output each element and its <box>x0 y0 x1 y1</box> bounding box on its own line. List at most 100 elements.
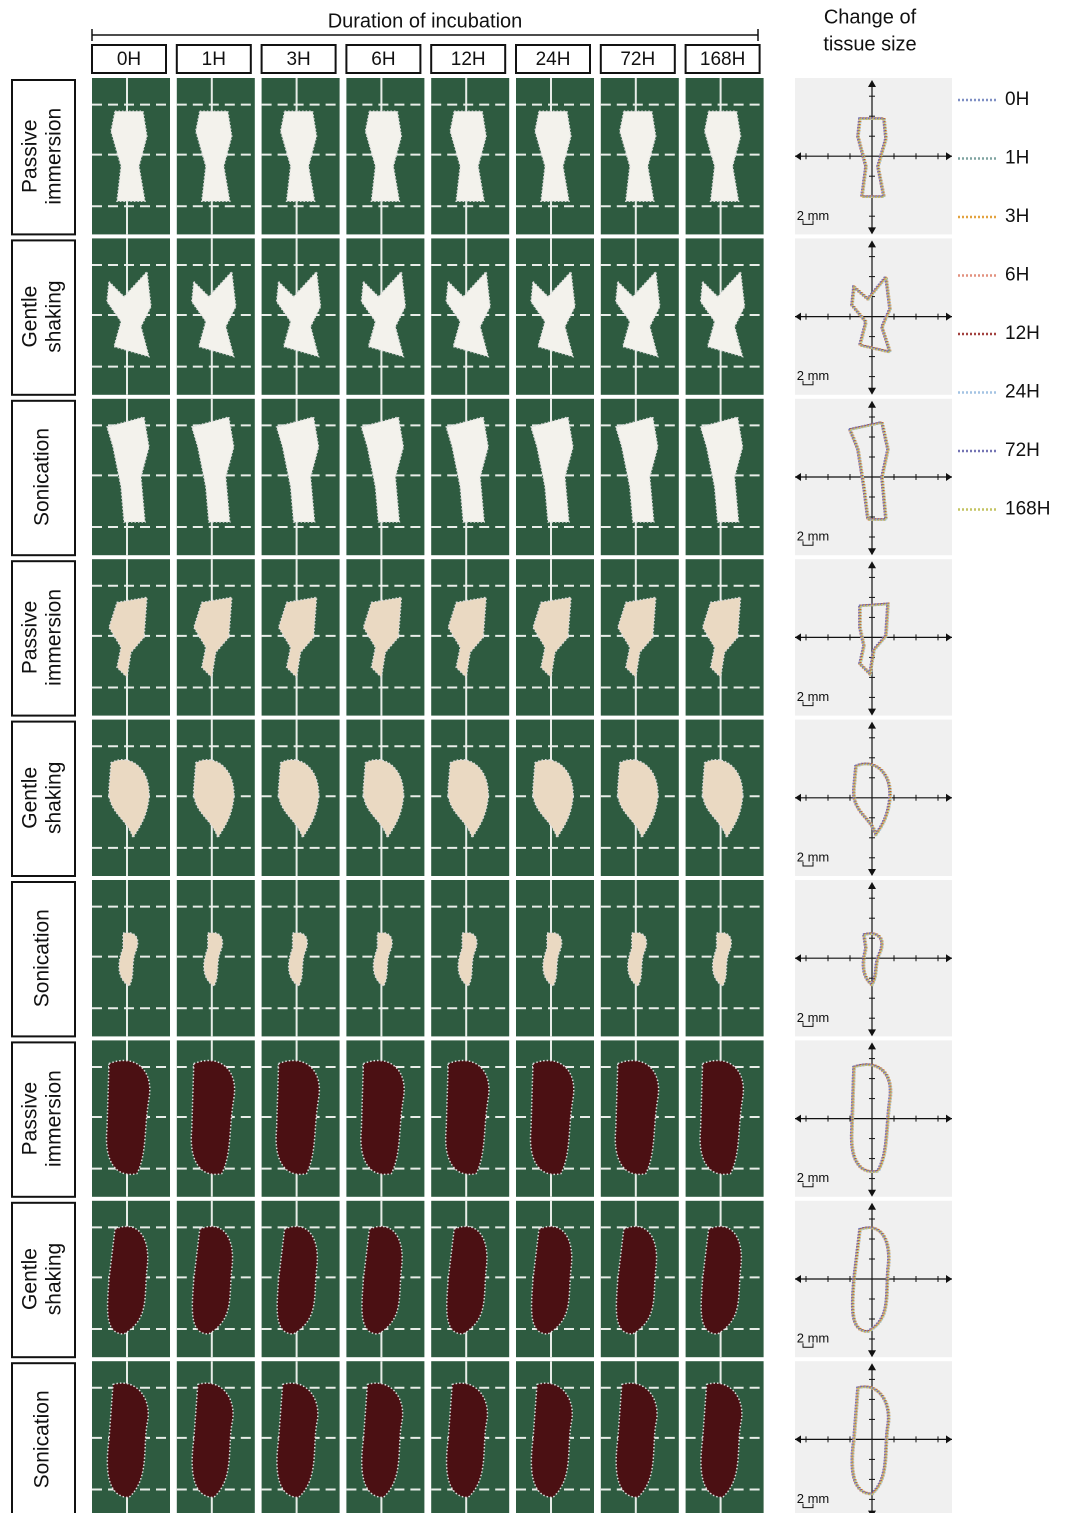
photo <box>601 1201 679 1357</box>
photo <box>516 399 594 555</box>
photo <box>262 399 340 555</box>
photo <box>262 238 340 394</box>
photo <box>431 1201 509 1357</box>
row-label: Gentle <box>19 286 42 348</box>
photo <box>516 1201 594 1357</box>
side-title: tissue size <box>823 33 916 55</box>
legend-label: 0H <box>1005 89 1029 110</box>
legend-label: 3H <box>1005 206 1029 227</box>
photo <box>177 559 255 715</box>
row-label: Sonication <box>31 909 54 1007</box>
row-label: Passive <box>19 119 42 193</box>
photo <box>601 238 679 394</box>
row-label: Gentle <box>19 767 42 829</box>
photo <box>601 78 679 234</box>
photo <box>686 1040 764 1196</box>
row-label: shaking <box>43 280 66 352</box>
row-label: Sonication <box>31 428 54 526</box>
header-title: Duration of incubation <box>328 10 523 32</box>
photo <box>431 1040 509 1196</box>
photo <box>601 880 679 1036</box>
legend-label: 72H <box>1005 440 1040 461</box>
photo <box>516 1361 594 1513</box>
photo <box>262 78 340 234</box>
row-label: immersion <box>43 1070 66 1167</box>
photo <box>431 399 509 555</box>
photo <box>177 1361 255 1513</box>
legend-label: 24H <box>1005 382 1040 403</box>
photo <box>92 1040 170 1196</box>
legend-label: 12H <box>1005 323 1040 344</box>
photo <box>601 1040 679 1196</box>
photo <box>262 1201 340 1357</box>
column-label: 24H <box>536 49 571 70</box>
photo <box>516 559 594 715</box>
photo <box>686 720 764 876</box>
photo <box>686 1361 764 1513</box>
column-label: 168H <box>700 49 745 70</box>
column-label: 1H <box>202 49 226 70</box>
photo <box>177 880 255 1036</box>
row-label: immersion <box>43 108 66 205</box>
photo <box>516 78 594 234</box>
photo <box>346 1361 424 1513</box>
photo <box>686 238 764 394</box>
photo <box>262 720 340 876</box>
photo <box>92 720 170 876</box>
photo <box>601 720 679 876</box>
photo <box>686 78 764 234</box>
photo <box>601 399 679 555</box>
column-label: 3H <box>286 49 310 70</box>
row-label: shaking <box>43 1243 66 1315</box>
photo <box>346 720 424 876</box>
column-label: 72H <box>620 49 655 70</box>
photo <box>431 720 509 876</box>
photo <box>601 559 679 715</box>
photo <box>431 78 509 234</box>
photo <box>177 399 255 555</box>
column-label: 6H <box>371 49 395 70</box>
photo <box>686 880 764 1036</box>
photo <box>177 78 255 234</box>
photo <box>92 238 170 394</box>
photo <box>431 559 509 715</box>
legend-label: 168H <box>1005 499 1050 520</box>
figure: Duration of incubation Change of tissue … <box>0 0 1075 1513</box>
photo <box>92 1361 170 1513</box>
column-label: 0H <box>117 49 141 70</box>
row-label: shaking <box>43 762 66 834</box>
legend-label: 1H <box>1005 148 1029 169</box>
photo <box>346 238 424 394</box>
photo <box>516 1040 594 1196</box>
photo <box>177 720 255 876</box>
photo <box>262 1040 340 1196</box>
photo <box>92 880 170 1036</box>
photo <box>262 880 340 1036</box>
row-label: immersion <box>43 589 66 686</box>
photo <box>431 238 509 394</box>
photo <box>177 238 255 394</box>
photo <box>516 720 594 876</box>
legend-label: 6H <box>1005 265 1029 286</box>
row-label: Sonication <box>31 1390 54 1488</box>
photo <box>431 1361 509 1513</box>
photo <box>92 78 170 234</box>
photo <box>516 238 594 394</box>
photo <box>346 399 424 555</box>
photo <box>686 559 764 715</box>
photo <box>516 880 594 1036</box>
photo <box>92 1201 170 1357</box>
photo <box>346 1201 424 1357</box>
photo <box>346 78 424 234</box>
photo <box>346 880 424 1036</box>
photo <box>262 559 340 715</box>
side-title: Change of <box>824 6 917 28</box>
photo <box>177 1040 255 1196</box>
photo <box>346 559 424 715</box>
row-label: Passive <box>19 601 42 675</box>
row-label: Gentle <box>19 1248 42 1310</box>
photo <box>601 1361 679 1513</box>
row-label: Passive <box>19 1082 42 1156</box>
photo <box>177 1201 255 1357</box>
photo <box>262 1361 340 1513</box>
